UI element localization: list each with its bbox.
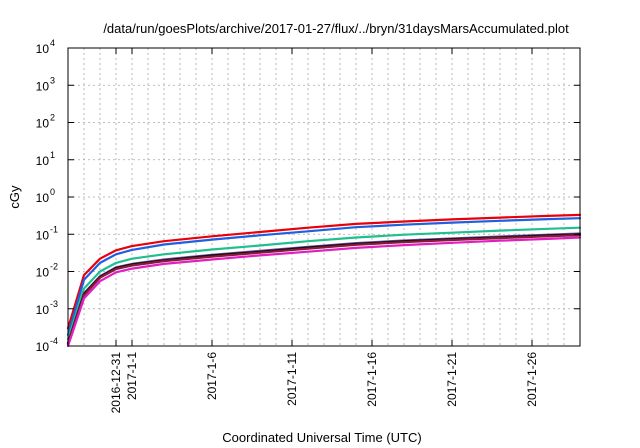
- series-line: [66, 234, 582, 346]
- x-tick-label: 2017-1-21: [445, 352, 459, 407]
- y-tick-exponent: -4: [50, 336, 58, 346]
- x-axis: 2016-12-31 2017-1-1 2017-1-6 2017-1-11 2017-…: [109, 48, 539, 413]
- y-tick-label: 10: [36, 228, 50, 242]
- y-tick-exponent: 2: [50, 113, 55, 123]
- y-tick-label: 10: [36, 117, 50, 131]
- y-tick-exponent: 0: [50, 187, 55, 197]
- y-tick-label: 10: [36, 154, 50, 168]
- x-axis-label: Coordinated Universal Time (UTC): [222, 430, 421, 445]
- y-tick-label: 10: [36, 42, 50, 56]
- series-line: [66, 236, 582, 348]
- y-tick-exponent: -1: [50, 224, 58, 234]
- series-line: [66, 213, 582, 330]
- y-tick-label: 10: [36, 79, 50, 93]
- x-tick-label: 2017-1-6: [205, 352, 219, 400]
- series-line: [66, 217, 582, 336]
- y-tick-exponent: 3: [50, 75, 55, 85]
- x-tick-label: 2016-12-31: [109, 352, 123, 414]
- y-tick-exponent: -2: [50, 262, 58, 272]
- chart-title: /data/run/goesPlots/archive/2017-01-27/f…: [103, 21, 569, 36]
- y-tick-label: 10: [36, 191, 50, 205]
- y-tick-label: 10: [36, 340, 50, 354]
- y-axis-label: cGy: [7, 185, 22, 209]
- x-tick-label: 2017-1-11: [285, 352, 299, 406]
- x-tick-label: 2017-1-1: [125, 352, 139, 400]
- y-tick-exponent: 4: [50, 38, 55, 48]
- y-tick-exponent: 1: [50, 150, 55, 160]
- y-tick-exponent: -3: [50, 299, 58, 309]
- x-tick-label: 2017-1-16: [365, 352, 379, 407]
- series-line: [66, 226, 582, 341]
- y-tick-label: 10: [36, 266, 50, 280]
- y-tick-label: 10: [36, 303, 50, 317]
- x-tick-label: 2017-1-26: [525, 352, 539, 407]
- grid: [68, 48, 580, 346]
- series-group: [66, 213, 582, 348]
